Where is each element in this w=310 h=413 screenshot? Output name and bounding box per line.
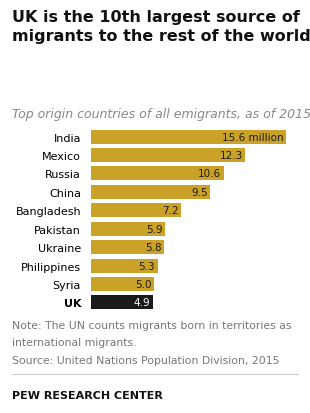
Bar	[91, 296, 153, 310]
Bar	[91, 240, 164, 254]
Text: 4.9: 4.9	[134, 298, 150, 308]
Text: 7.2: 7.2	[162, 206, 179, 216]
Text: international migrants.: international migrants.	[12, 337, 137, 347]
Text: 5.3: 5.3	[139, 261, 155, 271]
Text: 5.9: 5.9	[146, 224, 163, 234]
Text: 15.6 million: 15.6 million	[222, 132, 284, 142]
Text: 5.0: 5.0	[135, 279, 151, 289]
Bar	[91, 149, 245, 163]
Bar	[91, 277, 154, 291]
Text: PEW RESEARCH CENTER: PEW RESEARCH CENTER	[12, 390, 163, 400]
Text: Top origin countries of all emigrants, as of 2015: Top origin countries of all emigrants, a…	[12, 107, 310, 120]
Bar	[91, 222, 165, 236]
Bar	[91, 130, 286, 144]
Bar	[91, 167, 224, 181]
Text: UK is the 10th largest source of
migrants to the rest of the world: UK is the 10th largest source of migrant…	[12, 10, 310, 44]
Text: 12.3: 12.3	[219, 151, 243, 161]
Bar	[91, 259, 158, 273]
Text: Source: United Nations Population Division, 2015: Source: United Nations Population Divisi…	[12, 355, 280, 365]
Text: Note: The UN counts migrants born in territories as: Note: The UN counts migrants born in ter…	[12, 320, 292, 330]
Text: 10.6: 10.6	[198, 169, 221, 179]
Text: 5.8: 5.8	[145, 242, 162, 252]
Text: 9.5: 9.5	[191, 188, 208, 197]
Bar	[91, 204, 181, 218]
Bar	[91, 185, 210, 199]
